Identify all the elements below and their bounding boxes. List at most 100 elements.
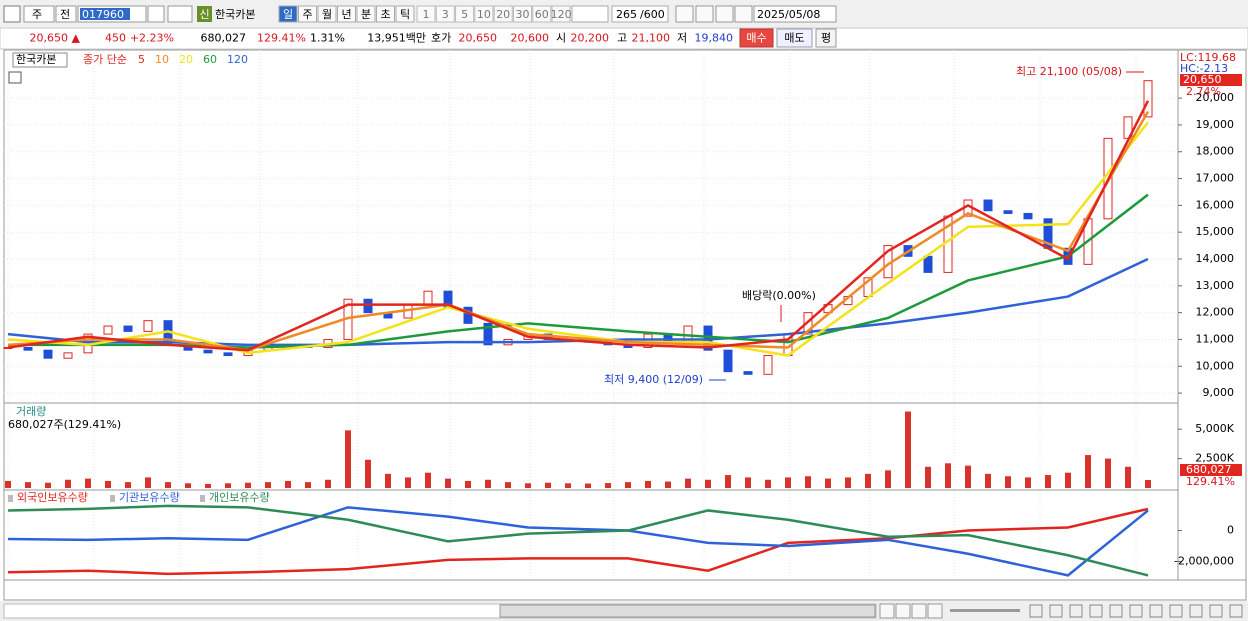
volume-last: 680,027 xyxy=(1186,463,1232,476)
candle xyxy=(23,346,33,351)
tool-icon[interactable] xyxy=(1029,604,1043,618)
minute-button[interactable] xyxy=(513,5,532,23)
tool-icon[interactable] xyxy=(1149,604,1163,618)
tool-icon[interactable] xyxy=(1109,604,1123,618)
tool-icon[interactable] xyxy=(1169,604,1183,618)
quote-turnover: 1.31% xyxy=(310,32,345,45)
y-tick-label: 16,000 xyxy=(1196,198,1235,211)
volume-bar xyxy=(725,475,731,488)
tool-button[interactable] xyxy=(675,5,694,23)
tool-icon[interactable] xyxy=(1229,604,1243,618)
nav-button[interactable] xyxy=(895,603,911,619)
candle xyxy=(1003,210,1013,214)
volume-bar xyxy=(445,478,451,488)
candle xyxy=(983,199,993,212)
minute-button[interactable] xyxy=(532,5,552,23)
volume-bar xyxy=(285,480,291,488)
period-button[interactable] xyxy=(356,5,376,23)
quote-bid: 20,600 xyxy=(511,32,550,45)
tool-icon[interactable] xyxy=(1209,604,1223,618)
minute-input[interactable] xyxy=(571,5,609,23)
count-input[interactable] xyxy=(611,5,669,23)
volume-bar xyxy=(605,483,611,488)
vol-last-box xyxy=(1180,464,1242,476)
volume-bar xyxy=(85,478,91,488)
tool-icon[interactable] xyxy=(1129,604,1143,618)
y-tick-label: 10,000 xyxy=(1196,359,1235,372)
nav-button[interactable] xyxy=(927,603,943,619)
volume-bar xyxy=(65,479,71,488)
volume-bar xyxy=(485,479,491,488)
period-button[interactable] xyxy=(278,5,298,23)
avg-button[interactable] xyxy=(815,28,837,48)
tool-button[interactable] xyxy=(734,5,753,23)
legend-name-box xyxy=(12,52,68,68)
candle xyxy=(1023,212,1033,220)
zoom-slider[interactable] xyxy=(950,609,1020,612)
nav-button[interactable] xyxy=(911,603,927,619)
prev-button[interactable] xyxy=(55,5,77,23)
table-icon[interactable] xyxy=(8,71,22,84)
minute-button[interactable] xyxy=(435,5,455,23)
quote-open-label: 시 xyxy=(556,32,566,45)
period-button[interactable] xyxy=(337,5,356,23)
volume-bar xyxy=(365,459,371,488)
sound-button[interactable] xyxy=(167,5,193,23)
date: 2025/05/08 xyxy=(757,8,820,21)
minute-button[interactable] xyxy=(455,5,475,23)
y-tick-label: 5,000K xyxy=(1195,422,1234,435)
icon-button[interactable] xyxy=(3,5,21,23)
period-button[interactable] xyxy=(395,5,415,23)
period-label: 초 xyxy=(380,8,390,21)
volume-bar xyxy=(845,477,851,488)
tool-button[interactable] xyxy=(695,5,714,23)
candle xyxy=(223,352,233,357)
buy-button[interactable] xyxy=(739,28,774,48)
volume-bar xyxy=(1145,480,1151,488)
tool-icon[interactable] xyxy=(1049,604,1063,618)
tool-button[interactable] xyxy=(715,5,734,23)
minute-button[interactable] xyxy=(493,5,513,23)
avg-label: 평 xyxy=(821,32,831,45)
period-button[interactable] xyxy=(317,5,337,23)
market-select[interactable] xyxy=(23,5,55,23)
y-tick-label: 2,500K xyxy=(1195,452,1234,465)
volume-bar xyxy=(265,482,271,488)
minute-button[interactable] xyxy=(474,5,494,23)
panel xyxy=(3,489,1179,581)
volume-bar xyxy=(745,477,751,488)
minute-button[interactable] xyxy=(551,5,571,23)
search-button[interactable] xyxy=(147,5,165,23)
tool-icon[interactable] xyxy=(1089,604,1103,618)
scroll-thumb[interactable] xyxy=(499,604,876,618)
legend-entry: 기관보유수량 xyxy=(119,491,180,504)
candle xyxy=(483,322,493,346)
volume-bar xyxy=(185,483,191,488)
quote-low: 19,840 xyxy=(695,32,734,45)
volume-bar xyxy=(965,465,971,488)
hc-label: HC:-2.13 xyxy=(1180,62,1228,75)
y-tick-label: 15,000 xyxy=(1196,225,1235,238)
legend-swatch xyxy=(110,495,115,502)
volume-bar xyxy=(785,477,791,488)
sell-button[interactable] xyxy=(776,28,813,48)
tool-icon[interactable] xyxy=(1189,604,1203,618)
code-selection xyxy=(80,8,130,20)
minute-button[interactable] xyxy=(416,5,436,23)
legend-swatch xyxy=(200,495,205,502)
tool-icon[interactable] xyxy=(1069,604,1083,618)
legend-swatch xyxy=(8,495,13,502)
volume-bar xyxy=(505,482,511,488)
sell-label: 매도 xyxy=(784,32,804,45)
quote-high: 21,100 xyxy=(632,32,671,45)
lc-label: LC:119.68 xyxy=(1180,51,1236,64)
date-input[interactable] xyxy=(753,5,837,23)
badge-bg xyxy=(197,6,212,22)
quote-volume: 680,027 xyxy=(201,32,247,45)
nav-button[interactable] xyxy=(879,603,895,619)
volume-bar xyxy=(985,473,991,488)
period-button[interactable] xyxy=(298,5,317,23)
quote-low-label: 저 xyxy=(677,32,687,45)
period-button[interactable] xyxy=(376,5,395,23)
volume-bar xyxy=(765,479,771,488)
